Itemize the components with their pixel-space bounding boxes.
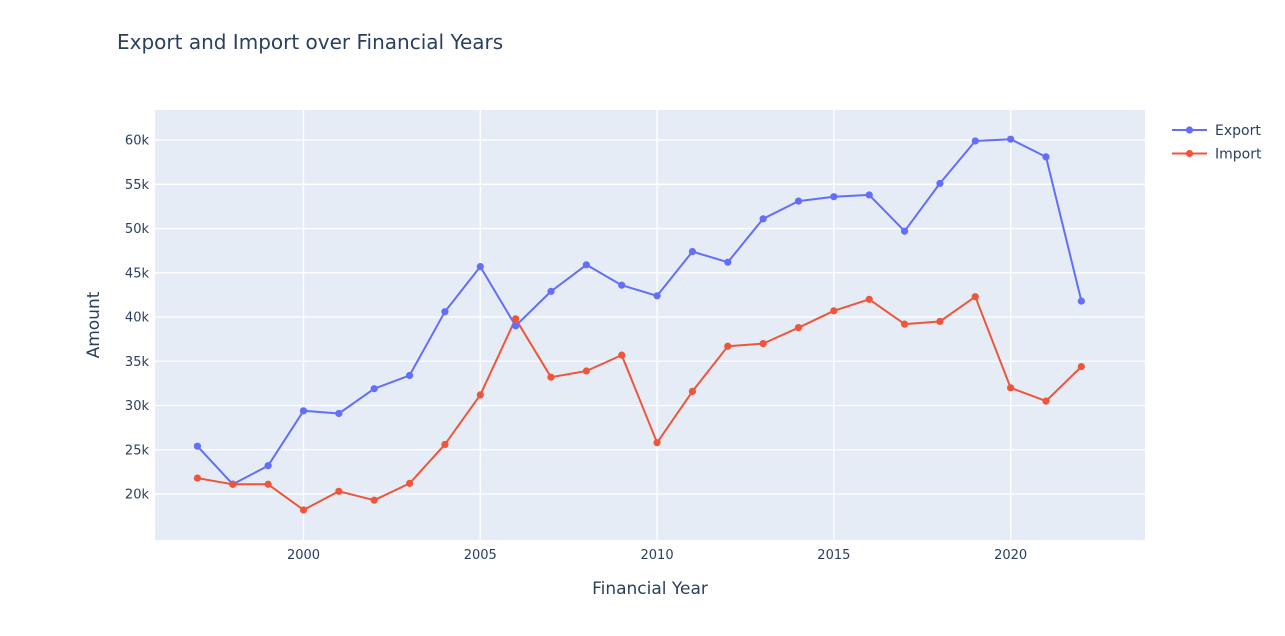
data-point-import[interactable] (688, 387, 697, 395)
data-point-import[interactable] (936, 317, 944, 326)
data-point-export[interactable] (547, 287, 555, 295)
legend-item-import[interactable]: Import (1172, 147, 1262, 163)
legend-swatch-marker (1185, 126, 1194, 134)
data-point-import[interactable] (299, 506, 308, 514)
data-point-export[interactable] (900, 227, 909, 235)
data-point-import[interactable] (971, 293, 979, 301)
data-point-import[interactable] (1042, 397, 1050, 405)
data-point-export[interactable] (441, 308, 449, 316)
data-point-import[interactable] (476, 391, 484, 399)
data-point-import[interactable] (830, 307, 838, 315)
data-point-import[interactable] (653, 439, 661, 447)
data-point-import[interactable] (512, 315, 520, 323)
data-point-import[interactable] (759, 339, 767, 348)
y-tick-label: 60k (125, 134, 150, 149)
y-tick-label: 25k (125, 443, 150, 458)
data-point-export[interactable] (971, 137, 979, 145)
gridlines (155, 110, 1145, 540)
data-point-export[interactable] (1007, 135, 1015, 143)
data-point-export[interactable] (724, 258, 732, 266)
data-point-export[interactable] (759, 215, 767, 223)
data-point-export[interactable] (264, 462, 272, 470)
legend-label: Import (1215, 147, 1262, 163)
data-point-import[interactable] (405, 479, 414, 487)
y-tick-label: 35k (125, 355, 150, 370)
data-point-export[interactable] (512, 322, 520, 330)
y-tick-label: 40k (125, 311, 150, 326)
y-tick-label: 20k (125, 487, 150, 502)
data-point-import[interactable] (547, 373, 555, 381)
data-point-import[interactable] (582, 367, 590, 375)
data-point-export[interactable] (299, 407, 308, 415)
data-point-import[interactable] (370, 496, 378, 504)
data-point-import[interactable] (1007, 384, 1015, 392)
data-point-export[interactable] (582, 261, 590, 269)
series-markers (193, 135, 1085, 514)
y-tick-label: 45k (125, 266, 150, 281)
legend-label: Export (1215, 123, 1261, 139)
data-point-import[interactable] (264, 480, 272, 488)
y-tick-label: 50k (125, 222, 150, 237)
data-point-export[interactable] (794, 197, 803, 205)
data-point-import[interactable] (865, 295, 873, 303)
data-point-export[interactable] (618, 281, 626, 289)
data-point-import[interactable] (335, 487, 343, 495)
y-axis-ticks: 20k 25k 30k 35k 40k 45k 50k 55k 60k (125, 134, 150, 503)
series-line-export (196, 138, 1083, 486)
data-point-export[interactable] (865, 191, 873, 199)
data-point-import[interactable] (794, 324, 803, 332)
series-lines (196, 138, 1083, 511)
y-tick-label: 30k (125, 399, 150, 414)
plot-area (155, 110, 1145, 540)
x-axis-title: Financial Year (592, 579, 708, 599)
chart-title: Export and Import over Financial Years (117, 30, 503, 54)
data-point-import[interactable] (193, 474, 202, 482)
legend-item-export[interactable]: Export (1172, 123, 1261, 139)
data-point-import[interactable] (618, 351, 626, 359)
x-axis-ticks: 2000 2005 2010 2015 2020 (287, 548, 1027, 563)
data-point-import[interactable] (724, 342, 732, 350)
data-point-import[interactable] (900, 320, 909, 328)
data-point-export[interactable] (1077, 297, 1085, 305)
data-point-export[interactable] (830, 193, 838, 201)
x-tick-label: 2010 (641, 548, 674, 563)
y-tick-label: 55k (125, 178, 150, 193)
y-axis-title: Amount (84, 291, 104, 358)
data-point-export[interactable] (653, 292, 661, 300)
x-tick-label: 2005 (464, 548, 497, 563)
data-point-export[interactable] (936, 179, 944, 188)
data-point-export[interactable] (335, 409, 343, 418)
legend-swatch-marker (1185, 149, 1194, 158)
data-point-export[interactable] (1042, 153, 1050, 161)
data-point-import[interactable] (441, 440, 449, 449)
data-point-export[interactable] (405, 371, 414, 380)
x-tick-label: 2020 (994, 548, 1027, 563)
x-tick-label: 2000 (287, 548, 320, 563)
data-point-export[interactable] (370, 385, 378, 393)
data-point-export[interactable] (476, 263, 484, 271)
x-tick-label: 2015 (817, 548, 850, 563)
series-line-import (197, 295, 1083, 511)
data-point-import[interactable] (1077, 362, 1085, 371)
data-point-export[interactable] (688, 247, 697, 256)
data-point-import[interactable] (229, 480, 237, 488)
legend[interactable]: Export Import (1172, 123, 1262, 163)
data-point-export[interactable] (193, 442, 202, 450)
